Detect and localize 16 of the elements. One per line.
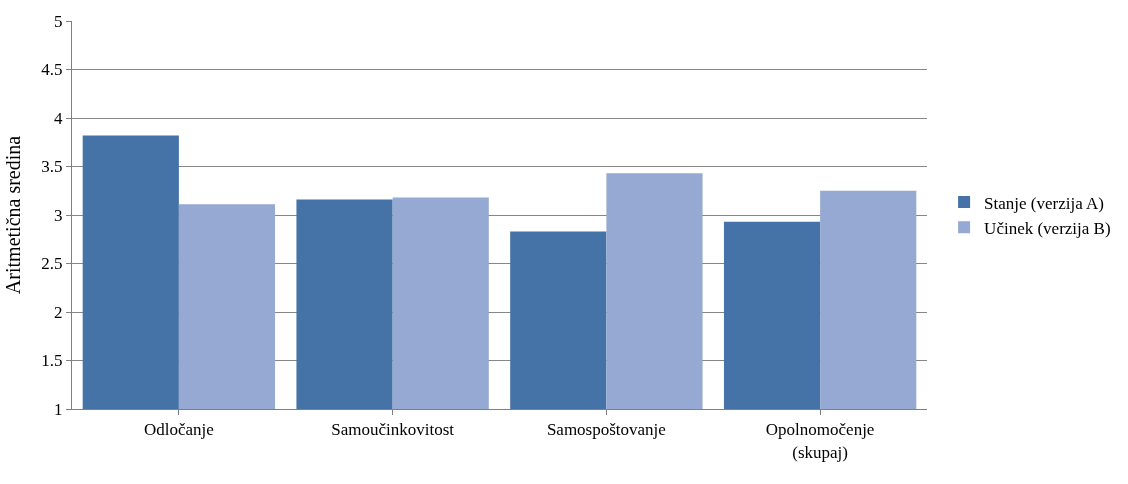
y-axis-title: Aritmetična sredina — [1, 135, 24, 295]
legend-label: Stanje (verzija A) — [984, 193, 1105, 213]
y-tick-label: 3.5 — [41, 157, 63, 177]
y-tick-label: 1 — [54, 399, 63, 419]
y-tick-label: 1.5 — [41, 351, 63, 371]
legend-label: Učinek (verzija B) — [984, 218, 1111, 238]
x-tick-label: Opolnomočenje (skupaj) — [765, 420, 875, 462]
y-tick-label: 5 — [54, 11, 63, 31]
y-tick-label: 2 — [54, 302, 63, 322]
y-tick-label: 4.5 — [41, 60, 63, 80]
x-tick-label: Samospoštovanje — [546, 420, 666, 440]
x-tick-label: Odločanje — [143, 420, 214, 440]
y-tick-label: 2.5 — [41, 254, 63, 274]
y-tick-label: 3 — [54, 205, 63, 225]
x-tick-label: Samoučinkovitost — [331, 420, 455, 440]
y-tick-label: 4 — [54, 108, 64, 128]
